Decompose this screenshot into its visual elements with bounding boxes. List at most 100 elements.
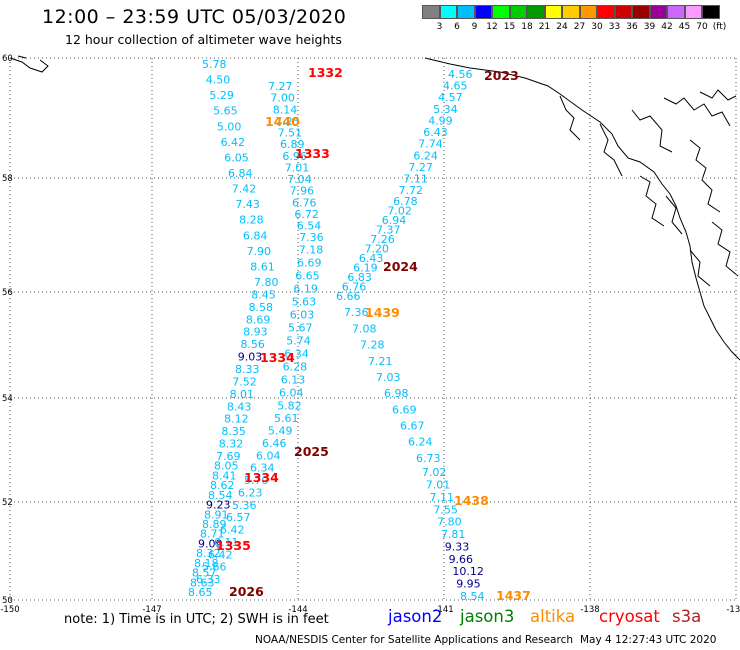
wave-height-value-track-a: 8.43 [227,400,252,413]
wave-height-value-track-b: 6.28 [283,360,308,373]
wave-height-value-track-c: 4.99 [428,114,453,127]
color-scale-label: 24 [556,22,568,32]
wave-height-value-track-a: 8.05 [214,460,239,473]
wave-height-value-track-b: 5.61 [274,412,299,425]
wave-height-tracks: 5.78 4.50 5.29 5.65 5.00 6.42 6.05 6.84 7.42 7.43… [188,58,485,603]
wave-height-value-track-c: 4.65 [443,80,468,93]
longitude-label: -141 [434,605,453,615]
wave-height-value-track-b: 7.00 [270,92,295,105]
color-scale-swatch [439,5,457,19]
wave-height-value-track-b: 8.14 [273,103,298,116]
color-scale-label: 30 [591,22,603,32]
wave-height-value-track-b: 6.34 [284,347,309,360]
wave-height-value-track-b: 7.51 [278,127,303,140]
wave-height-value-track-a: 9.09 [198,537,223,550]
pass-label: 1332 [308,65,343,80]
wave-height-value-track-c: 7.80 [437,516,462,529]
pass-label: 1440 [265,114,300,129]
wave-height-value-track-a: 8.32 [219,438,244,451]
wave-height-value-track-b: 6.96 [282,150,307,163]
wave-height-value-track-a: 7.80 [254,276,279,289]
wave-height-value-track-c: 9.33 [445,540,470,553]
pass-label: 2026 [229,584,264,599]
legend-s3a: s3a [672,607,702,626]
wave-height-value-track-a: 8.33 [235,363,260,376]
wave-height-value-track-c: 7.26 [370,233,395,246]
wave-height-value-track-a: 8.69 [246,313,271,326]
wave-height-value-track-b: 6.33 [196,573,221,586]
header: 12:00 – 23:59 UTC 05/03/2020 12 hour col… [0,0,740,56]
pass-label: 1334 [260,350,295,365]
wave-height-value-track-c: 5.34 [433,103,458,116]
color-scale-label: 18 [521,22,533,32]
wave-height-value-track-c: 7.02 [422,466,447,479]
coastline-segment [17,55,27,59]
wave-height-value-track-a: 8.45 [251,288,275,301]
wave-height-value-track-b: 6.42 [220,524,245,537]
color-scale-label: 39 [643,22,656,32]
footer-note: note: 1) Time is in UTC; 2) SWH is in fe… [64,612,329,627]
wave-height-value-track-b: 5.74 [286,334,311,347]
wave-height-value-track-b: 7.36 [299,231,324,244]
wave-height-value-track-c: 6.24 [413,149,438,162]
wave-height-value-track-a: 9.23 [206,499,231,512]
coastline-segment [689,249,711,287]
wave-height-value-track-a: 8.89 [202,518,227,531]
wave-height-value-track-b: 5.66 [202,561,227,574]
wave-height-value-track-a: 8.62 [210,479,235,492]
wave-height-value-track-c: 7.08 [352,322,377,335]
wave-height-value-track-b: 6.42 [208,548,233,561]
wave-height-value-track-c: 7.37 [376,223,401,236]
wave-height-value-track-c: 6.76 [342,280,367,293]
color-scale-swatch [667,5,685,19]
wave-height-value-track-b: 7.27 [268,80,293,93]
map-subtitle: 12 hour collection of altimeter wave hei… [65,32,342,47]
wave-height-value-track-b: 5.63 [292,296,317,309]
color-scale-swatch [579,5,597,19]
pass-label: 1333 [295,146,330,161]
generated-timestamp: May 4 12:27:43 UTC 2020 [580,634,717,646]
wave-height-value-track-a: 7.90 [247,245,271,258]
wave-height-value-track-b: 6.04 [279,386,304,399]
longitude-label: -150 [0,605,19,615]
pass-label: 1334 [244,470,279,485]
wave-height-value-track-c: 6.98 [384,387,409,400]
wave-height-value-track-b: 5.49 [268,425,293,438]
wave-height-value-track-b: 6.19 [293,283,318,296]
wave-height-value-track-a: 8.18 [194,557,219,570]
latitude-label: 56 [2,288,13,298]
wave-height-value-track-c: 7.21 [368,355,393,368]
wave-height-value-track-a: 5.65 [213,105,238,118]
wave-height-value-track-b: 6.57 [226,511,251,524]
wave-height-value-track-b: 7.04 [287,173,312,186]
coastline-segment [599,123,623,177]
color-scale-swatch [457,5,475,19]
longitude-label: -147 [142,605,161,615]
color-scale-label: 36 [626,22,638,32]
wave-height-value-track-a: 9.03 [238,351,263,364]
coastline-segment [639,175,665,227]
color-scale-swatch [684,5,702,19]
wave-height-value-track-c: 7.55 [433,503,458,516]
wave-height-value-track-c: 10.12 [452,565,484,578]
wave-height-value-track-b: 6.72 [294,208,319,221]
wave-height-value-track-c: 7.20 [365,242,390,255]
color-scale-label: 33 [608,22,621,32]
color-scale-swatch [562,5,580,19]
wave-height-value-track-b: 7.01 [285,161,310,174]
coastline-segment [559,95,581,141]
wave-height-value-track-b: 5.67 [288,322,313,335]
wave-height-value-track-b: 7.96 [290,185,315,198]
wave-height-value-track-b: 5.36 [232,499,257,512]
color-scale-swatch [509,5,527,19]
wave-height-value-track-a: 8.63 [190,576,215,589]
color-scale-swatch [632,5,650,19]
wave-height-value-track-a: 4.50 [206,74,231,87]
wave-height-value-track-a: 8.71 [200,528,225,541]
wave-height-value-track-b: 6.03 [290,309,315,322]
wave-height-value-track-a: 6.42 [221,136,246,149]
color-scale-swatch [474,5,492,19]
wave-height-value-track-b: 6.76 [292,196,317,209]
color-scale-label: 3 [436,22,443,32]
